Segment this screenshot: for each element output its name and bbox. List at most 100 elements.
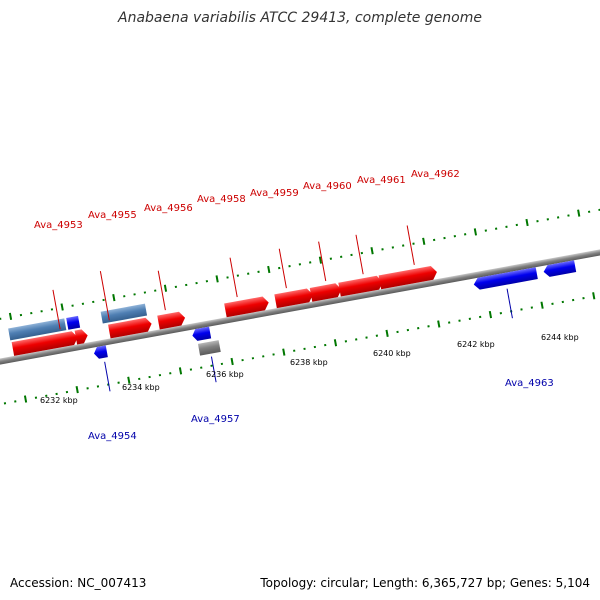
- minor-tick: [494, 227, 498, 230]
- gene-arrow-reverse[interactable]: [191, 326, 212, 342]
- forward-genes: [8, 265, 439, 356]
- reverse-label-leaders: [104, 288, 513, 392]
- minor-tick: [561, 300, 564, 304]
- minor-tick: [381, 248, 384, 251]
- minor-tick: [350, 253, 353, 257]
- minor-tick: [479, 315, 482, 319]
- major-tick: [8, 312, 13, 321]
- gene-block-steelblue[interactable]: [100, 303, 148, 324]
- minor-tick: [241, 358, 244, 362]
- minor-tick: [154, 289, 157, 292]
- minor-tick: [226, 276, 229, 279]
- minor-tick: [138, 377, 141, 381]
- major-tick: [163, 284, 168, 292]
- minor-tick: [288, 265, 291, 268]
- minor-tick: [598, 208, 600, 212]
- minor-tick: [86, 387, 89, 390]
- minor-tick: [505, 225, 508, 228]
- minor-tick: [189, 368, 193, 371]
- gene-label[interactable]: Ava_4959: [250, 188, 299, 199]
- gene-label[interactable]: Ava_4957: [191, 414, 240, 425]
- gene-block-grey[interactable]: [197, 340, 221, 356]
- major-tick: [437, 320, 441, 328]
- minor-tick: [463, 233, 467, 236]
- minor-tick: [92, 300, 95, 304]
- minor-tick: [278, 266, 281, 270]
- gene-label[interactable]: Ava_4954: [88, 431, 137, 442]
- minor-tick: [303, 347, 306, 351]
- gene-arrow-forward[interactable]: [274, 288, 314, 309]
- gene-arrow-forward[interactable]: [224, 296, 270, 318]
- minor-tick: [433, 238, 436, 242]
- gene-arrow-reverse[interactable]: [543, 260, 577, 278]
- kbp-label: 6244 kbp: [541, 333, 579, 342]
- minor-tick: [406, 328, 410, 332]
- minor-tick: [55, 392, 58, 396]
- minor-tick: [567, 214, 570, 217]
- major-tick: [215, 275, 219, 283]
- minor-tick: [443, 236, 446, 240]
- gene-block-blue[interactable]: [66, 315, 81, 330]
- minor-tick: [123, 295, 126, 298]
- minor-tick: [19, 313, 23, 317]
- minor-tick: [298, 263, 302, 266]
- gene-label[interactable]: Ava_4963: [505, 378, 554, 389]
- minor-tick: [587, 210, 591, 213]
- kbp-label: 6232 kbp: [40, 396, 78, 405]
- major-tick: [178, 367, 183, 375]
- gene-label[interactable]: Ava_4956: [144, 203, 193, 214]
- major-tick: [422, 237, 426, 245]
- gene-label[interactable]: Ava_4962: [411, 169, 460, 180]
- gene-arrow-forward[interactable]: [309, 282, 343, 302]
- gene-arrow-reverse[interactable]: [93, 345, 108, 359]
- minor-tick: [247, 272, 250, 275]
- minor-tick: [81, 302, 85, 305]
- minor-tick: [355, 338, 358, 341]
- gene-label[interactable]: Ava_4960: [303, 181, 352, 192]
- major-tick: [282, 348, 286, 356]
- minor-tick: [169, 372, 172, 375]
- gene-block-steelblue[interactable]: [8, 318, 67, 341]
- minor-tick: [102, 298, 105, 302]
- genome-summary-text: Topology: circular; Length: 6,365,727 bp…: [260, 576, 590, 590]
- minor-tick: [515, 223, 518, 227]
- minor-tick: [556, 216, 560, 219]
- major-tick: [540, 301, 544, 309]
- gene-arrow-forward[interactable]: [108, 317, 153, 339]
- gene-label[interactable]: Ava_4958: [197, 194, 246, 205]
- minor-tick: [210, 364, 213, 367]
- minor-tick: [14, 400, 17, 403]
- minor-tick: [50, 308, 54, 311]
- minor-tick: [96, 385, 100, 388]
- gene-arrow-forward[interactable]: [157, 311, 186, 330]
- minor-tick: [0, 317, 2, 320]
- minor-tick: [205, 280, 209, 283]
- minor-tick: [324, 343, 327, 347]
- gene-label[interactable]: Ava_4961: [357, 175, 406, 186]
- minor-tick: [484, 229, 487, 232]
- major-tick: [333, 339, 338, 347]
- gene-arrow-forward[interactable]: [11, 330, 79, 356]
- genome-backbone: [0, 239, 600, 375]
- kbp-label: 6240 kbp: [373, 349, 411, 358]
- minor-tick: [148, 375, 151, 379]
- gene-arrow-forward[interactable]: [338, 275, 384, 297]
- gene-arrow-forward[interactable]: [74, 329, 89, 345]
- minor-tick: [468, 317, 472, 320]
- gene-label[interactable]: Ava_4953: [34, 220, 83, 231]
- minor-tick: [143, 291, 147, 294]
- gene-label[interactable]: Ava_4955: [88, 210, 137, 221]
- minor-tick: [448, 321, 451, 324]
- minor-tick: [272, 353, 275, 356]
- minor-tick: [195, 281, 198, 285]
- gene-arrow-forward[interactable]: [378, 265, 439, 290]
- map-title: Anabaena variabilis ATCC 29413, complete…: [118, 10, 482, 26]
- minor-tick: [344, 340, 348, 343]
- kbp-labels: 6232 kbp 6234 kbp 6236 kbp 6238 kbp 6240…: [40, 333, 579, 405]
- kbp-label: 6238 kbp: [290, 358, 328, 367]
- minor-tick: [34, 396, 38, 399]
- gene-arrow-reverse[interactable]: [473, 267, 538, 290]
- accession-text: Accession: NC_007413: [10, 576, 147, 590]
- minor-tick: [360, 251, 364, 255]
- minor-tick: [309, 261, 312, 264]
